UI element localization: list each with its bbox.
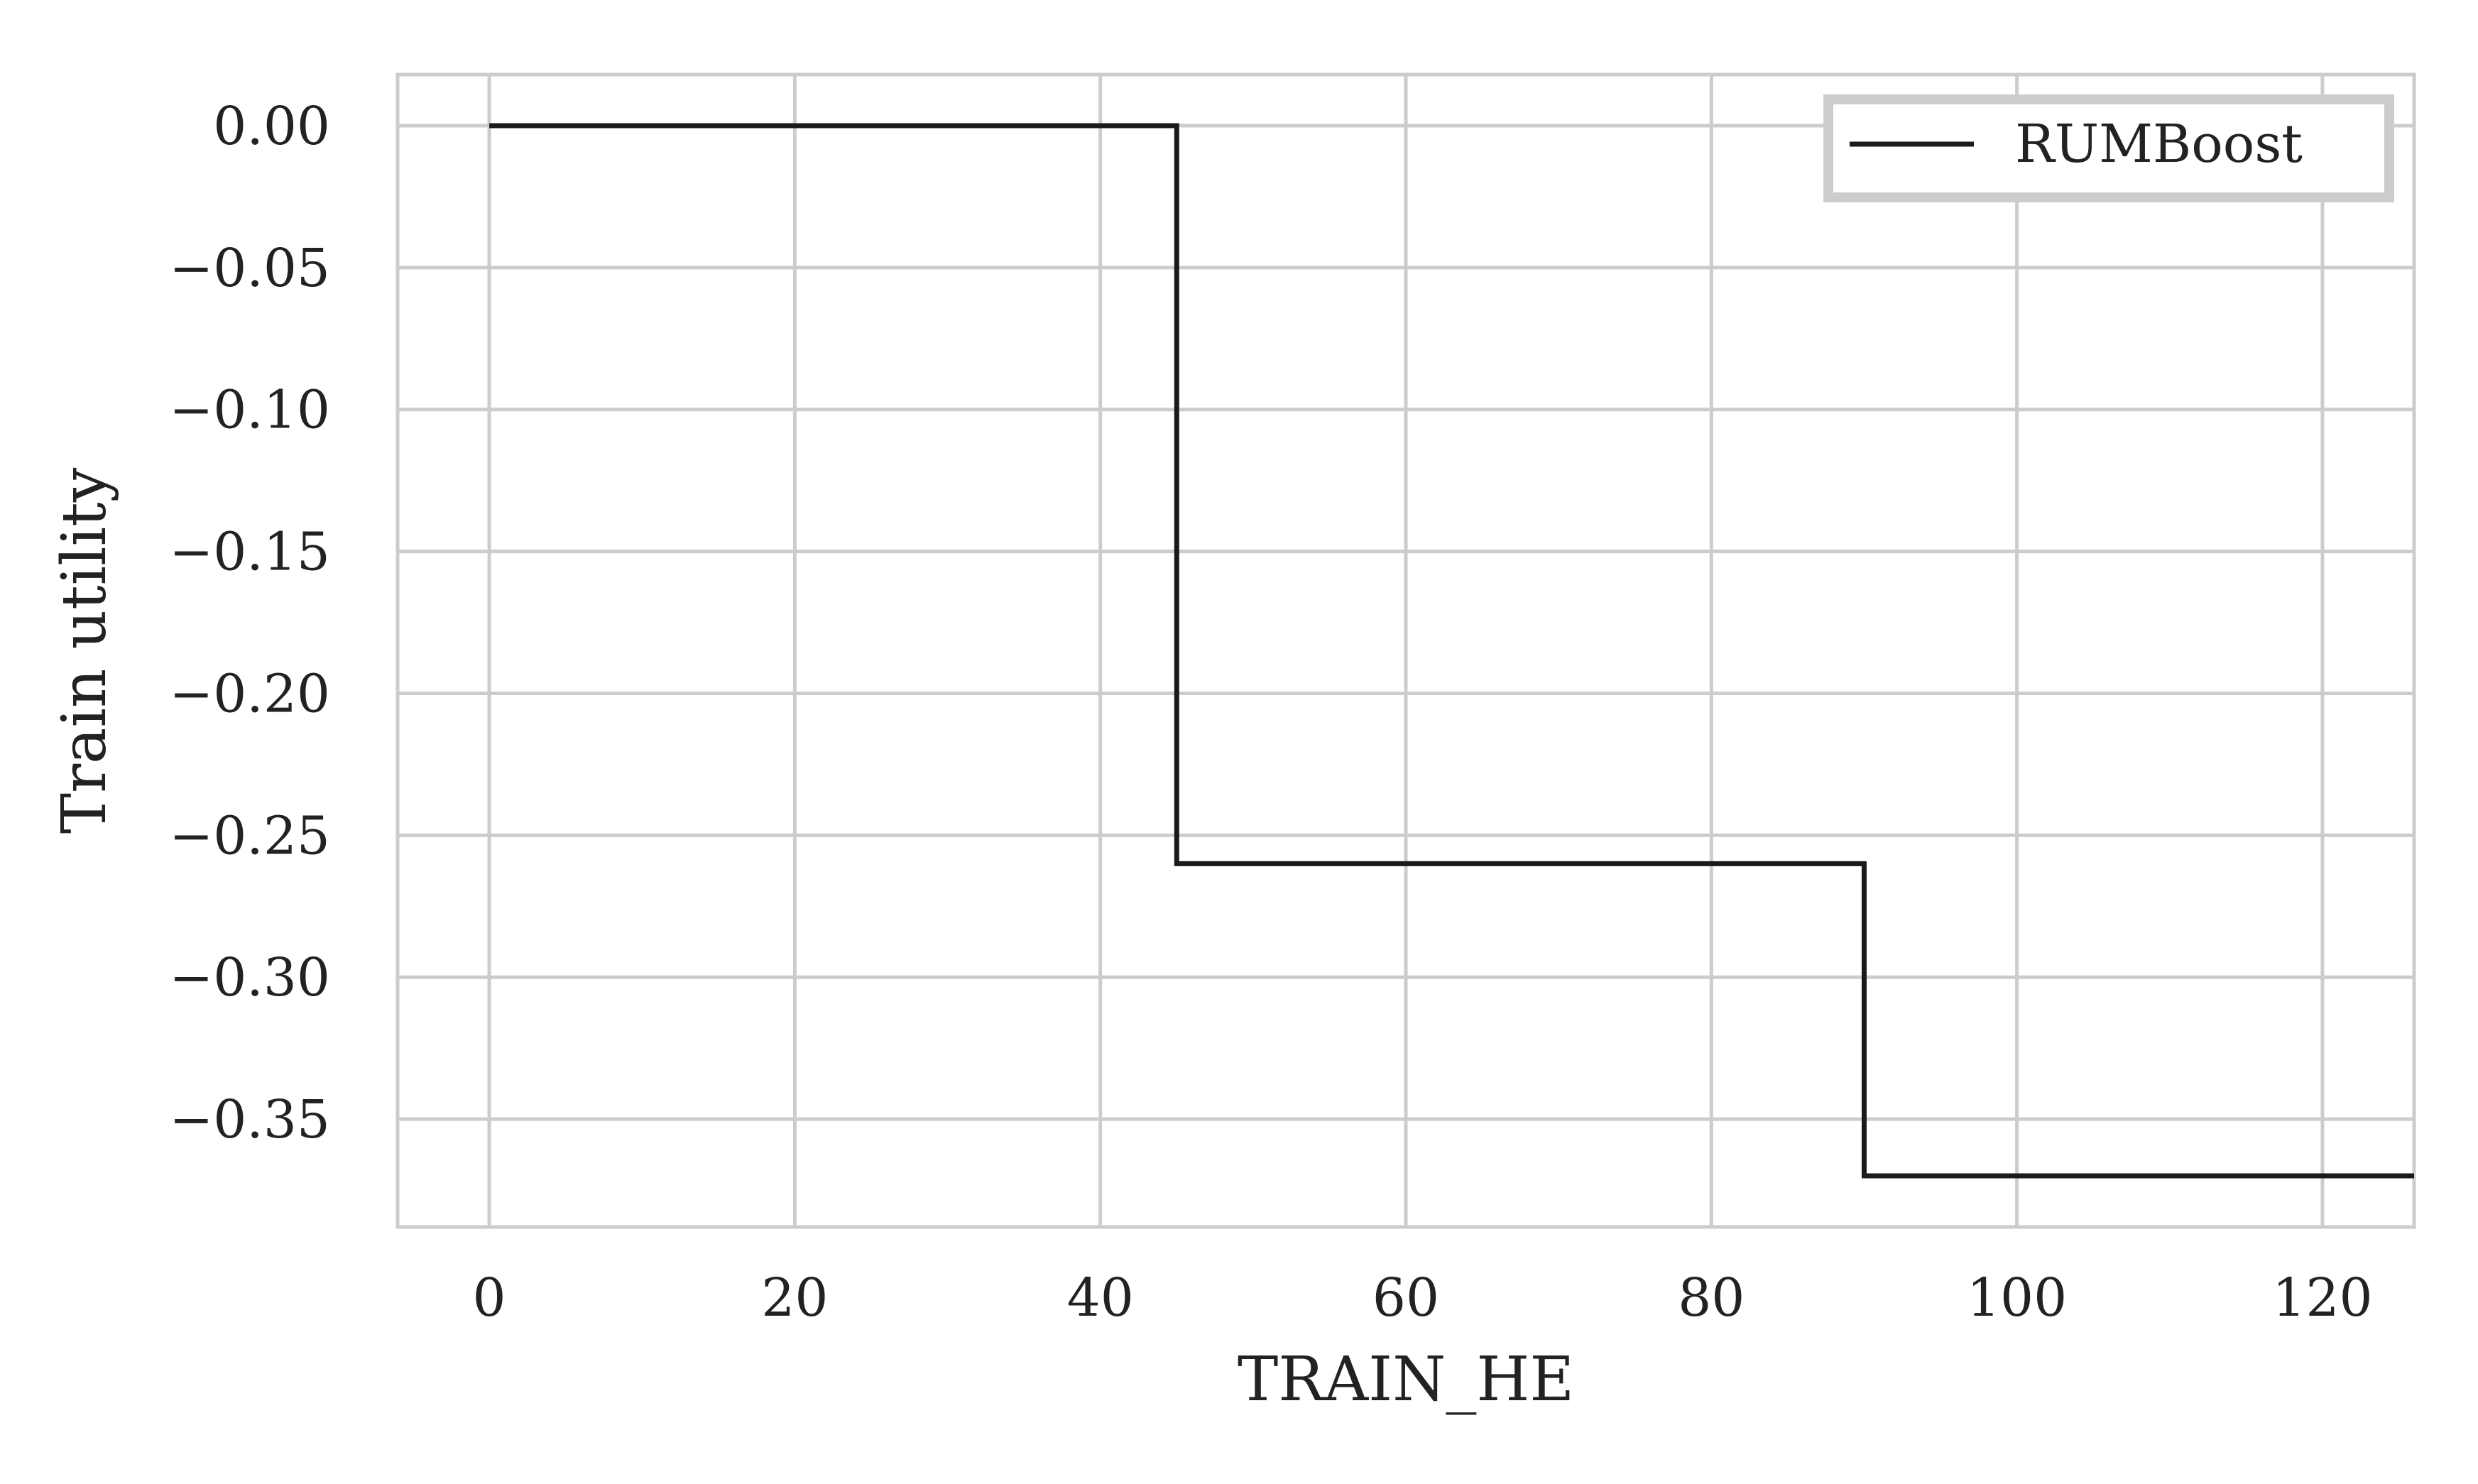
y-axis-label: Train utility [49,467,120,834]
y-tick-label: −0.35 [169,1089,330,1150]
y-tick-labels: 0.00 −0.05 −0.10 −0.15 −0.20 −0.25 −0.30 −0.35 [169,96,330,1150]
x-tick-labels: 0 20 40 60 80 100 120 [473,1267,2373,1328]
x-tick-label: 20 [761,1267,828,1328]
series-layer [489,123,2414,1179]
y-tick-label: −0.25 [169,805,330,866]
series-line-rumboost [489,123,2414,1179]
x-axis-label: TRAIN_HE [1238,1344,1574,1415]
x-tick-label: 0 [473,1267,506,1328]
y-tick-label: −0.20 [169,663,330,724]
y-tick-label: −0.30 [169,947,330,1008]
legend: RUMBoost [1823,94,2394,202]
y-tick-label: −0.10 [169,380,330,441]
x-tick-label: 40 [1067,1267,1134,1328]
y-tick-label: −0.15 [169,522,330,583]
y-tick-label: 0.00 [213,96,330,157]
plot-area-frame [395,72,2416,1229]
legend-box [1823,94,2394,202]
legend-entry-rumboost: RUMBoost [2015,114,2303,175]
x-tick-label: 120 [2272,1267,2372,1328]
x-tick-label: 100 [1967,1267,2067,1328]
y-tick-label: −0.05 [169,238,330,299]
x-tick-label: 60 [1372,1267,1439,1328]
grid-layer [398,75,2414,1227]
x-tick-label: 80 [1678,1267,1745,1328]
